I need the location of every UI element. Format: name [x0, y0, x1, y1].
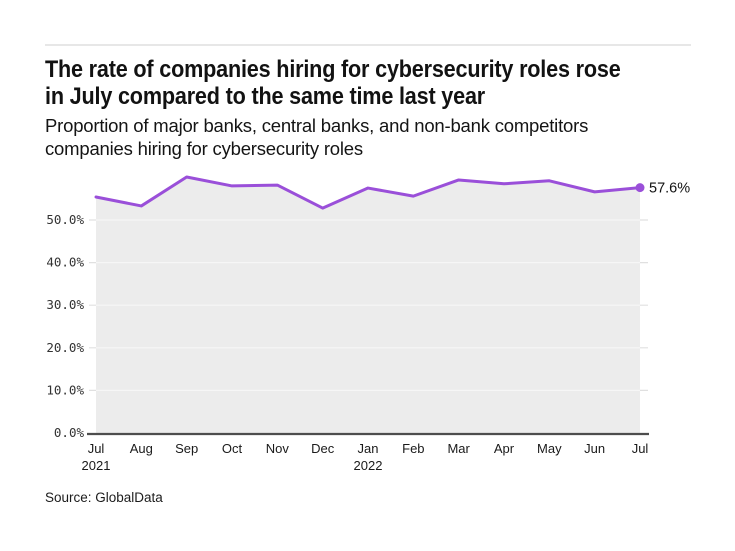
source-caption: Source: GlobalData	[45, 490, 163, 505]
x-axis-tick-label: Jul	[88, 441, 105, 456]
chart-title-line-2: in July compared to the same time last y…	[45, 83, 486, 110]
end-value-label: 57.6%	[649, 181, 690, 197]
y-axis-tick-label: 0.0%	[54, 425, 85, 440]
x-axis-tick-label: Dec	[311, 441, 335, 456]
x-axis-tick-label: Aug	[130, 441, 153, 456]
y-axis-tick-label: 50.0%	[46, 212, 84, 227]
chart-subtitle: Proportion of major banks, central banks…	[45, 114, 588, 160]
x-axis-year-label: 2021	[82, 458, 111, 473]
chart-title-line-1: The rate of companies hiring for cyberse…	[45, 56, 621, 83]
y-axis-tick-label: 10.0%	[46, 382, 84, 397]
chart-subtitle-line-2: companies hiring for cybersecurity roles	[45, 138, 363, 159]
x-axis-tick-label: Jul	[632, 441, 649, 456]
end-point-marker	[635, 183, 645, 193]
x-axis-year-label: 2022	[354, 458, 383, 473]
x-axis-tick-label: Oct	[222, 441, 243, 456]
chart-subtitle-line-1: Proportion of major banks, central banks…	[45, 115, 589, 136]
chart-title: The rate of companies hiring for cyberse…	[45, 56, 621, 110]
x-axis-tick-label: May	[537, 441, 562, 456]
y-axis-tick-label: 20.0%	[46, 340, 84, 355]
x-axis-tick-label: Nov	[266, 441, 290, 456]
x-axis-tick-label: Jan	[358, 441, 379, 456]
y-axis-tick-label: 30.0%	[46, 297, 84, 312]
x-axis-tick-label: Mar	[447, 441, 470, 456]
x-axis-tick-label: Jun	[584, 441, 605, 456]
y-axis-tick-label: 40.0%	[46, 255, 84, 270]
x-axis-tick-label: Feb	[402, 441, 424, 456]
x-axis-tick-label: Sep	[175, 441, 198, 456]
x-axis-tick-label: Apr	[494, 441, 515, 456]
top-divider	[45, 44, 691, 46]
series-line	[94, 175, 642, 210]
